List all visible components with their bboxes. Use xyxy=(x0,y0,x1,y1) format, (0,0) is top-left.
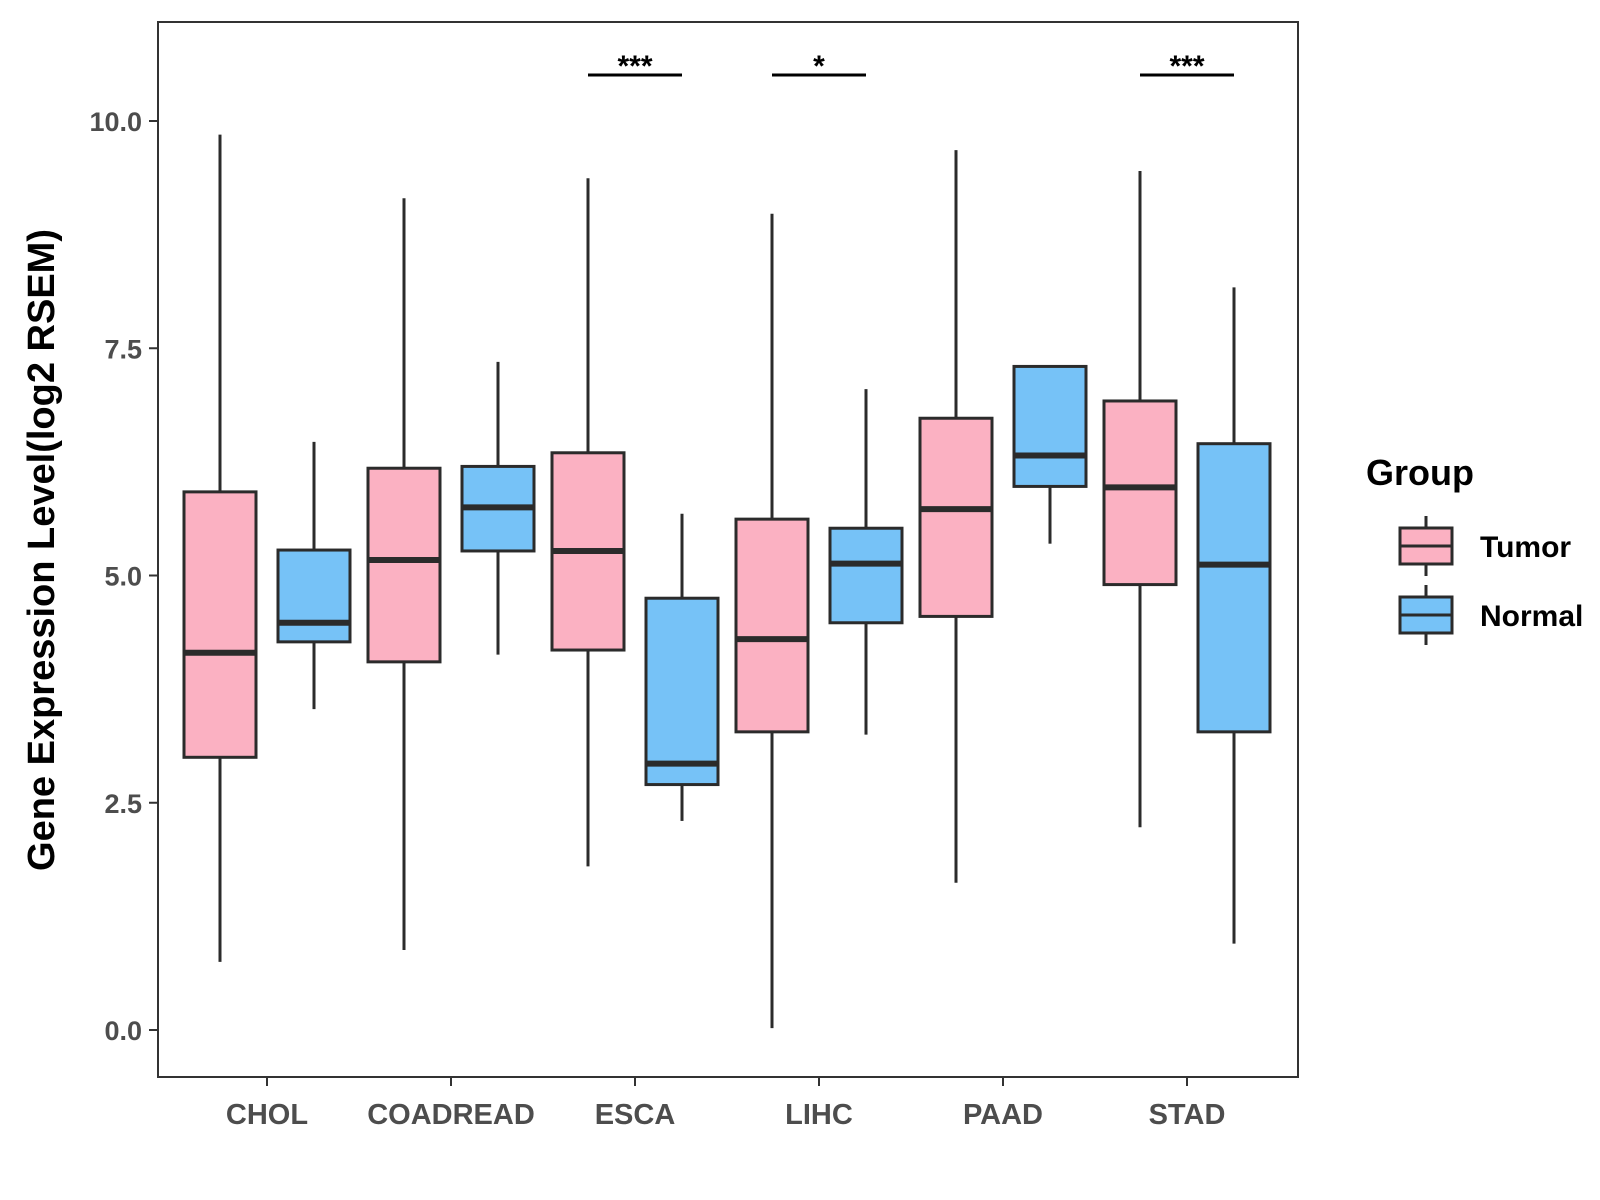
y-axis: 0.0 2.5 5.0 7.5 10.0 xyxy=(89,107,158,1046)
y-tick-label: 10.0 xyxy=(89,107,142,137)
x-tick-label: CHOL xyxy=(226,1099,308,1131)
box-tumor xyxy=(366,466,442,664)
box-normal xyxy=(276,548,352,644)
box-normal xyxy=(1012,364,1088,488)
y-axis-title: Gene Expression Level(log2 RSEM) xyxy=(21,229,63,871)
legend: Group Tumor Normal xyxy=(1366,452,1583,645)
box-tumor xyxy=(734,517,810,734)
x-axis: CHOL COADREAD ESCA LIHC PAAD STAD xyxy=(226,1077,1225,1131)
legend-label: Tumor xyxy=(1480,531,1571,564)
box-normal xyxy=(828,526,904,625)
y-tick-label: 7.5 xyxy=(104,334,142,364)
x-tick-label: ESCA xyxy=(595,1099,676,1131)
box-tumor xyxy=(1102,399,1178,587)
box-normal xyxy=(1196,442,1272,734)
box-series xyxy=(182,134,1272,1029)
y-tick-label: 2.5 xyxy=(104,789,142,819)
box-tumor xyxy=(918,416,994,618)
box-tumor xyxy=(182,490,258,759)
x-tick-label: COADREAD xyxy=(367,1099,535,1131)
significance-label: *** xyxy=(617,50,652,83)
legend-label: Normal xyxy=(1480,600,1583,633)
legend-title: Group xyxy=(1366,452,1474,493)
x-tick-label: PAAD xyxy=(963,1099,1043,1131)
significance-annotations: *** * *** xyxy=(588,50,1234,83)
y-tick-label: 5.0 xyxy=(104,562,142,592)
significance-label: * xyxy=(813,50,825,83)
box-normal xyxy=(644,596,720,787)
significance-label: *** xyxy=(1169,50,1204,83)
y-tick-label: 0.0 xyxy=(104,1016,142,1046)
x-tick-label: LIHC xyxy=(785,1099,853,1131)
x-tick-label: STAD xyxy=(1149,1099,1226,1131)
